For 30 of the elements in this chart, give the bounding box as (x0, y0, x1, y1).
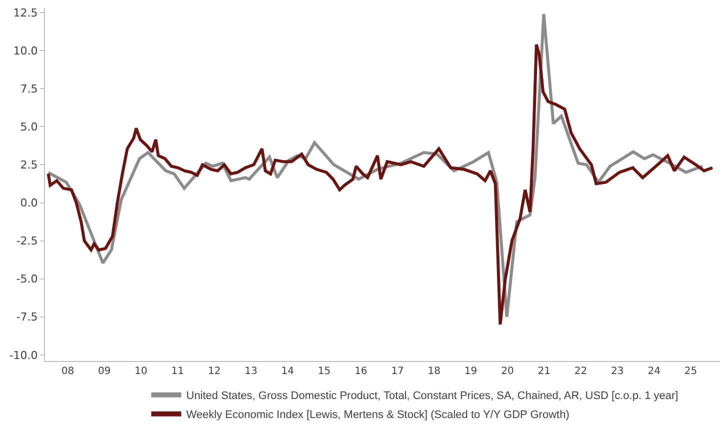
legend-label: Weekly Economic Index [Lewis, Mertens & Stock] (Scaled to Y/Y GDP Growth) (186, 409, 570, 422)
x-tick-label: 18 (428, 366, 441, 377)
y-tick-label: 0.0 (20, 196, 38, 210)
x-tick-label: 23 (611, 366, 624, 377)
x-tick-label: 12 (208, 366, 221, 377)
x-tick-label: 14 (281, 366, 294, 377)
y-tick-label: -7.5 (16, 310, 38, 324)
x-tick-label: 25 (684, 366, 698, 377)
y-tick-label: 5.0 (20, 120, 38, 134)
x-tick-label: 11 (171, 366, 184, 377)
y-tick-label: 7.5 (20, 82, 38, 96)
x-tick-label: 08 (61, 366, 74, 377)
x-tick-label: 17 (391, 366, 404, 377)
y-tick-label: 10.0 (13, 44, 38, 58)
y-tick-label: -5.0 (16, 272, 38, 286)
x-tick-label: 13 (244, 366, 258, 377)
x-tick-label: 24 (648, 366, 660, 377)
x-tick-label: 10 (134, 366, 148, 377)
y-tick-label: -2.5 (16, 234, 38, 248)
x-tick-label: 19 (464, 366, 478, 377)
y-tick-label: 2.5 (20, 158, 38, 172)
x-tick-label: 15 (318, 366, 331, 377)
x-tick-label: 16 (354, 366, 368, 377)
y-tick-label: 12.5 (13, 6, 38, 20)
x-tick-label: 20 (501, 366, 514, 377)
y-tick-label: -10.0 (9, 348, 38, 362)
x-tick-label: 09 (98, 366, 111, 377)
x-tick-label: 22 (574, 366, 588, 377)
legend-label: United States, Gross Domestic Product, Total, Constant Prices, SA, Chained, AR, USD [c.o.p. 1 year] (186, 390, 678, 402)
x-tick-label: 21 (538, 366, 550, 377)
